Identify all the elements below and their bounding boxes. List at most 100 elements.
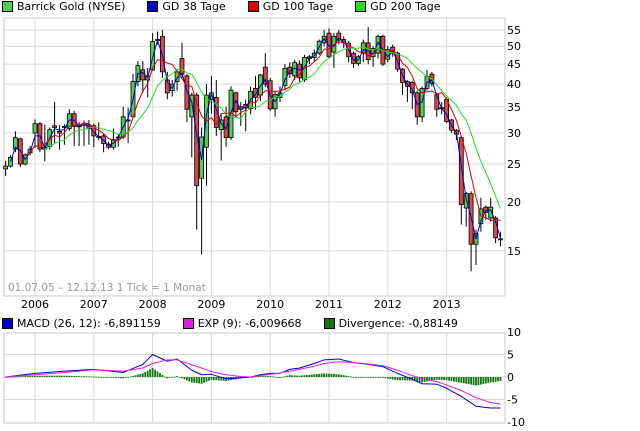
divergence-bar <box>369 377 372 378</box>
divergence-bar <box>296 375 299 377</box>
divergence-bar <box>396 377 399 381</box>
candle-body <box>12 137 18 150</box>
divergence-bar <box>298 375 301 377</box>
divergence-bar <box>423 377 426 382</box>
candle <box>184 74 190 123</box>
x-tick-label: 2007 <box>80 298 108 311</box>
date-range-text: 01.07.05 – 12.12.13 1 Tick = 1 Monat <box>8 282 206 294</box>
divergence-bar <box>139 374 142 377</box>
divergence-bar <box>438 377 441 380</box>
divergence-bar <box>29 375 31 377</box>
divergence-bar <box>58 375 61 377</box>
divergence-bar <box>406 377 409 381</box>
divergence-bar <box>350 376 352 378</box>
divergence-bar <box>445 377 448 381</box>
main-legend: Barrick Gold (NYSE) GD 38 Tage GD 100 Tage… <box>2 0 463 13</box>
divergence-bar <box>14 376 17 378</box>
candle-body <box>458 137 464 205</box>
divergence-bar <box>266 376 269 377</box>
x-tick-label: 2006 <box>21 298 49 311</box>
y-tick-label: 55 <box>507 24 521 37</box>
legend-label: GD 38 Tage <box>162 0 226 13</box>
legend-label: EXP (9): -6,009668 <box>197 317 302 330</box>
divergence-bar <box>364 377 367 378</box>
candle <box>17 137 23 167</box>
legend-swatch <box>355 1 367 12</box>
divergence-bar <box>367 377 370 378</box>
x-tick-label: 2009 <box>197 298 225 311</box>
x-tick-label: 2011 <box>315 298 343 311</box>
divergence-bar <box>413 377 416 382</box>
divergence-bar <box>122 377 125 379</box>
signal-line <box>5 359 501 405</box>
legend-label: Barrick Gold (NYSE) <box>17 0 126 13</box>
divergence-bar <box>377 377 379 378</box>
divergence-bar <box>198 377 201 384</box>
divergence-bar <box>97 376 100 378</box>
divergence-bar <box>163 376 166 378</box>
divergence-bar <box>73 375 76 377</box>
divergence-bar <box>465 377 468 384</box>
divergence-bar <box>110 377 112 378</box>
divergence-bar <box>433 377 436 381</box>
candle-body <box>351 52 356 64</box>
divergence-bar <box>119 377 122 379</box>
y-tick-label: 15 <box>507 245 521 258</box>
divergence-bar <box>176 376 178 377</box>
candle-body <box>498 238 503 241</box>
divergence-bar <box>401 377 404 381</box>
candle <box>498 231 503 247</box>
divergence-bar <box>271 376 274 378</box>
divergence-bar <box>347 376 350 377</box>
divergence-bar <box>345 375 348 377</box>
divergence-bar <box>200 377 203 384</box>
divergence-bar <box>335 374 338 377</box>
divergence-bar <box>372 377 374 378</box>
legend-swatch <box>147 1 159 12</box>
legend-item: GD 100 Tage <box>247 0 333 13</box>
divergence-bar <box>31 375 34 377</box>
divergence-bar <box>315 374 318 377</box>
divergence-bar <box>9 376 12 378</box>
divergence-bar <box>274 376 276 378</box>
y-tick-label: 40 <box>507 78 521 91</box>
divergence-bar <box>132 375 134 377</box>
divergence-bar <box>85 376 88 378</box>
divergence-bar <box>53 375 56 377</box>
divergence-bar <box>114 377 117 378</box>
divergence-bar <box>359 377 362 378</box>
divergence-bar <box>497 377 499 382</box>
legend-item: GD 200 Tage <box>355 0 441 13</box>
divergence-bar <box>217 377 220 381</box>
macd-y-tick-label: 10 <box>507 326 521 339</box>
divergence-bar <box>340 374 343 377</box>
divergence-bar <box>389 377 392 380</box>
candle-body <box>262 66 268 85</box>
divergence-bar <box>134 375 137 377</box>
divergence-bar <box>61 375 63 377</box>
divergence-bar <box>460 377 463 383</box>
divergence-bar <box>146 370 149 377</box>
divergence-bar <box>457 377 460 383</box>
divergence-bar <box>222 377 225 381</box>
divergence-bar <box>455 377 458 382</box>
divergence-bar <box>178 377 181 378</box>
candle-body <box>189 94 195 118</box>
divergence-bar <box>487 377 490 383</box>
divergence-bar <box>56 375 58 377</box>
candle <box>62 124 67 145</box>
divergence-bar <box>83 376 85 378</box>
candle-body <box>326 32 332 58</box>
divergence-bar <box>154 369 156 377</box>
divergence-bar <box>489 377 492 383</box>
divergence-bar <box>252 376 254 378</box>
divergence-bar <box>462 377 465 384</box>
x-tick-label: 2013 <box>433 298 461 311</box>
divergence-bar <box>261 376 264 377</box>
divergence-bar <box>43 375 46 377</box>
divergence-bar <box>166 377 169 379</box>
divergence-bar <box>4 377 7 378</box>
divergence-bar <box>308 374 311 377</box>
divergence-bar <box>19 376 22 378</box>
macd-plot-area <box>3 332 506 424</box>
